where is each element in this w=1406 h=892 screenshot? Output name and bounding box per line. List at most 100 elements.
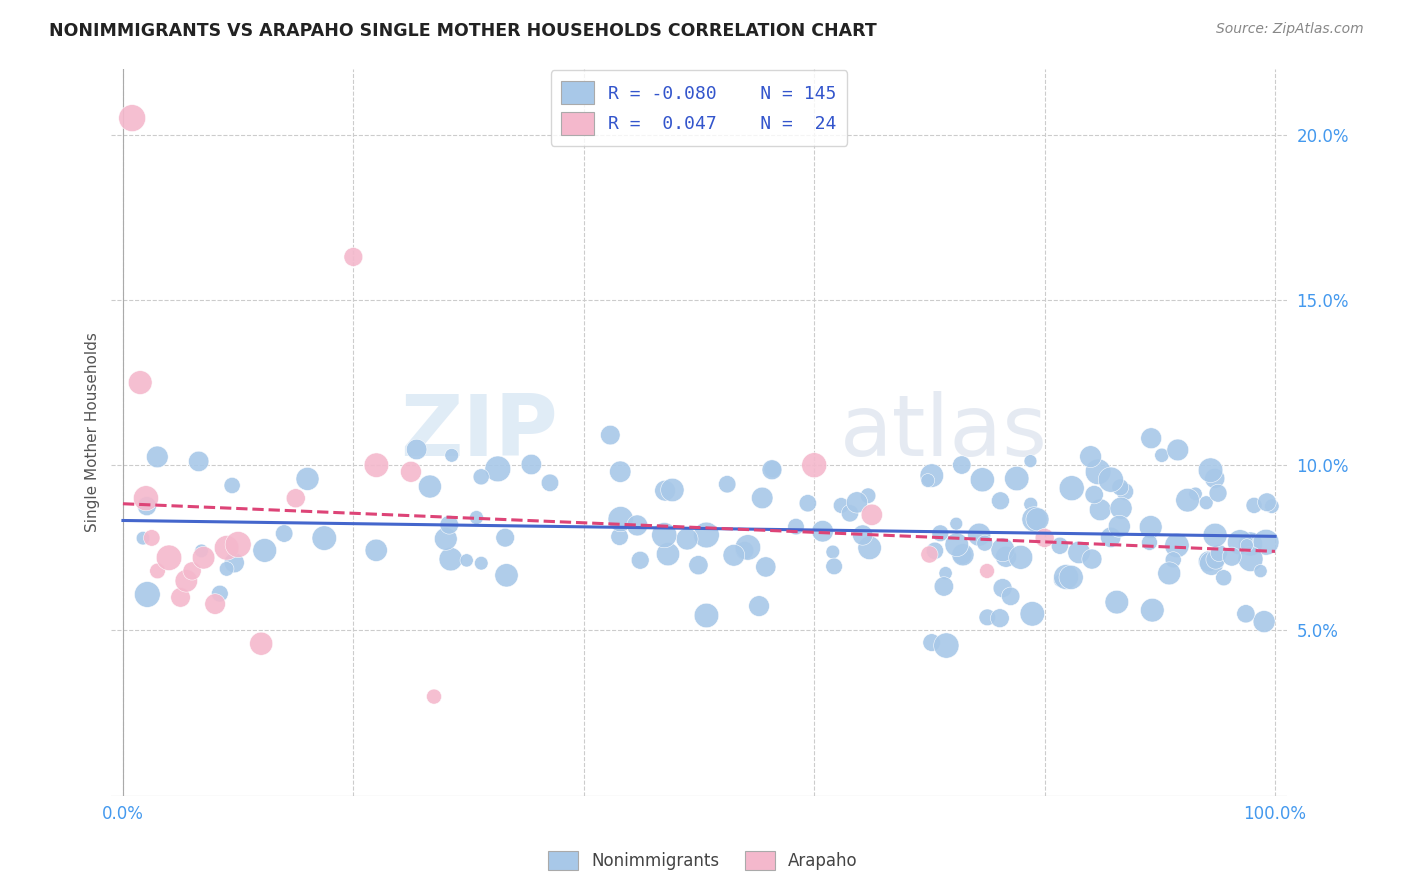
Point (1177, 493, 1199, 508)
Point (208, 586, 231, 600)
Point (399, 465, 422, 479)
Point (1212, 571, 1234, 585)
Point (657, 547, 679, 561)
Point (215, 541, 238, 555)
Point (1206, 486, 1229, 500)
Point (1080, 450, 1102, 464)
Point (1005, 472, 1028, 486)
Point (1026, 512, 1049, 526)
Point (688, 558, 710, 573)
Point (439, 517, 461, 532)
Point (811, 524, 834, 539)
Point (146, 564, 169, 578)
Point (1049, 539, 1071, 553)
Point (1234, 607, 1257, 621)
Point (342, 250, 364, 264)
Point (129, 376, 152, 390)
Point (465, 510, 488, 524)
Text: Source: ZipAtlas.com: Source: ZipAtlas.com (1216, 22, 1364, 37)
Point (723, 549, 745, 563)
Point (1236, 538, 1258, 552)
Point (1109, 501, 1132, 516)
Point (1261, 499, 1284, 513)
Point (1229, 535, 1251, 549)
Point (988, 611, 1011, 625)
Point (135, 491, 157, 506)
Point (1243, 499, 1265, 513)
Point (1205, 552, 1227, 566)
Point (737, 541, 759, 555)
Point (494, 531, 516, 545)
Point (221, 478, 243, 492)
Point (1204, 471, 1226, 485)
Point (1220, 549, 1243, 564)
Point (1010, 550, 1032, 565)
Point (1198, 554, 1220, 568)
Point (538, 475, 561, 490)
Point (181, 564, 204, 578)
Point (803, 458, 825, 473)
Point (918, 548, 941, 562)
Point (821, 545, 844, 559)
Point (716, 477, 738, 491)
Point (973, 536, 995, 550)
Point (762, 462, 785, 476)
Point (1256, 495, 1278, 509)
Point (976, 610, 998, 624)
Point (1254, 535, 1277, 549)
Point (1019, 497, 1042, 511)
Point (1184, 487, 1206, 501)
Point (1253, 615, 1275, 629)
Point (945, 516, 967, 531)
Point (470, 470, 492, 484)
Point (1108, 519, 1130, 533)
Point (628, 553, 651, 567)
Point (434, 532, 457, 546)
Point (1250, 564, 1272, 578)
Point (1239, 552, 1261, 566)
Point (1054, 570, 1077, 584)
Point (1159, 566, 1181, 581)
Point (1060, 570, 1083, 584)
Point (157, 550, 180, 565)
Point (839, 506, 862, 520)
Point (1024, 512, 1046, 526)
Point (419, 479, 441, 493)
Point (654, 483, 676, 498)
Point (751, 491, 773, 505)
Point (1150, 448, 1173, 462)
Point (250, 637, 273, 651)
Point (599, 428, 621, 442)
Point (204, 597, 226, 611)
Legend: Nonimmigrants, Arapaho: Nonimmigrants, Arapaho (541, 844, 865, 877)
Point (797, 496, 820, 510)
Point (1114, 484, 1136, 499)
Point (755, 560, 778, 574)
Point (609, 465, 631, 479)
Point (823, 559, 845, 574)
Point (695, 528, 717, 542)
Point (1199, 463, 1222, 477)
Point (860, 508, 883, 522)
Point (176, 574, 198, 588)
Point (935, 566, 957, 581)
Text: ZIP: ZIP (401, 391, 558, 474)
Point (990, 493, 1012, 508)
Text: atlas: atlas (839, 391, 1047, 474)
Point (226, 537, 249, 551)
Point (456, 553, 478, 567)
Point (141, 531, 163, 545)
Point (1109, 480, 1132, 494)
Point (135, 499, 157, 513)
Point (1081, 552, 1104, 566)
Point (1195, 496, 1218, 510)
Point (1142, 603, 1164, 617)
Point (470, 556, 492, 570)
Point (945, 538, 967, 552)
Point (169, 591, 191, 605)
Point (1000, 590, 1022, 604)
Point (1239, 537, 1261, 551)
Point (932, 579, 955, 593)
Point (852, 528, 875, 542)
Point (1090, 503, 1112, 517)
